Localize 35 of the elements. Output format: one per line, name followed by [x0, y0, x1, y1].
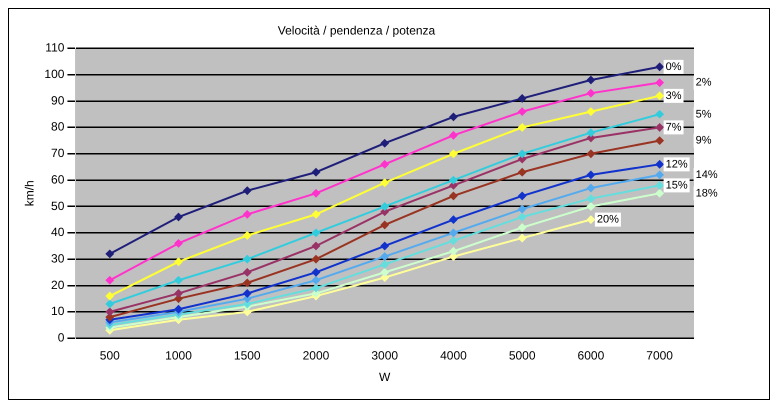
x-tick-label: 5000 [508, 348, 536, 363]
series-label: 0% [666, 60, 682, 73]
series-label: 3% [666, 90, 682, 102]
y-tick-label: 100 [44, 67, 65, 82]
text: 18% [696, 187, 718, 200]
y-tick-label: 70 [51, 146, 65, 160]
series-label: 15% [666, 179, 688, 192]
y-tick-label: 110 [45, 40, 65, 55]
x-tick-label: 4000 [440, 348, 468, 363]
x-tick-label: 6000 [578, 348, 605, 363]
x-tick-label: 7000 [646, 348, 674, 363]
text: 5% [696, 108, 712, 120]
series-label: 7% [666, 121, 682, 134]
y-tick-label: 0 [58, 330, 65, 345]
y-tick-label: 10 [51, 304, 65, 318]
x-tick-label: 3000 [371, 348, 398, 363]
y-tick-label: 90 [51, 93, 65, 108]
text: 2% [696, 76, 712, 89]
series-label: 20% [596, 214, 620, 226]
y-tick-label: 50 [51, 198, 65, 213]
x-tick-label: 2000 [302, 348, 330, 363]
x-tick-label: 1000 [165, 348, 192, 363]
y-tick-label: 20 [51, 278, 65, 292]
x-axis-title: W [379, 370, 392, 384]
y-tick-label: 30 [51, 251, 65, 266]
series-label: 12% [666, 158, 688, 170]
text: 14% [696, 168, 718, 181]
x-tick-label: 500 [100, 348, 120, 363]
y-tick-label: 80 [51, 120, 65, 134]
y-tick-label: 60 [51, 172, 65, 186]
y-tick-label: 40 [51, 225, 65, 240]
x-tick-label: 1500 [234, 348, 261, 363]
chart-title: Velocità / pendenza / potenza [278, 24, 436, 38]
y-axis-title: km/h [22, 180, 37, 206]
text: 9% [696, 134, 712, 147]
